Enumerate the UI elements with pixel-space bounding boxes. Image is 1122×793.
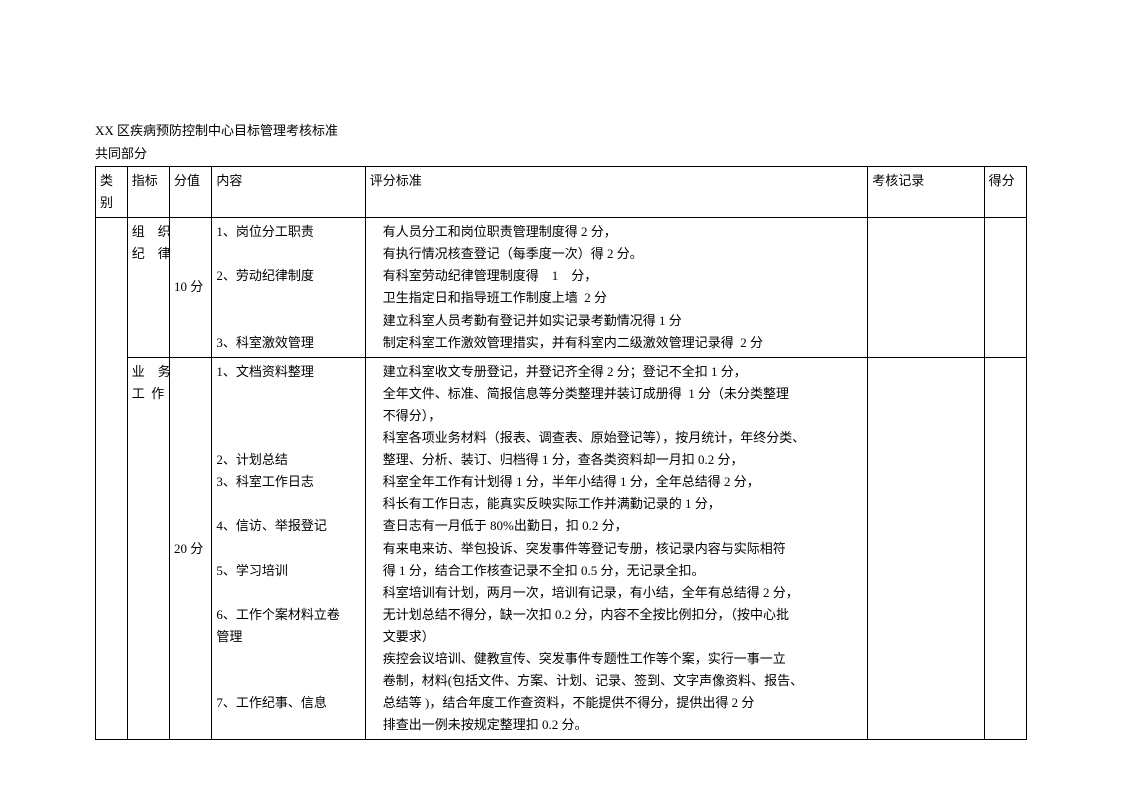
cell-points: [984, 218, 1026, 358]
header-category: 类别: [96, 167, 128, 218]
header-criteria: 评分标准: [365, 167, 868, 218]
cell-score: 10 分: [170, 218, 212, 358]
table-row: 组 织 纪 律 10 分 1、岗位分工职责 2、劳动纪律制度 3、科室激效管理 …: [96, 218, 1027, 358]
assessment-table: 类别 指标 分值 内容 评分标准 考核记录 得分 组 织 纪 律 10 分 1、…: [95, 166, 1027, 740]
cell-category: [96, 218, 128, 740]
header-indicator: 指标: [127, 167, 169, 218]
header-score: 分值: [170, 167, 212, 218]
cell-points: [984, 357, 1026, 740]
cell-score: 20 分: [170, 357, 212, 740]
header-content: 内容: [212, 167, 365, 218]
cell-indicator: 组 织 纪 律: [127, 218, 169, 358]
cell-content: 1、岗位分工职责 2、劳动纪律制度 3、科室激效管理: [212, 218, 365, 358]
header-record: 考核记录: [868, 167, 984, 218]
cell-content: 1、文档资料整理 2、计划总结 3、科室工作日志 4、信访、举报登记 5、学习培…: [212, 357, 365, 740]
cell-record: [868, 218, 984, 358]
table-row: 业 务 工 作 20 分 1、文档资料整理 2、计划总结 3、科室工作日志 4、…: [96, 357, 1027, 740]
doc-title: XX 区疾病预防控制中心目标管理考核标准: [95, 120, 1027, 139]
header-points: 得分: [984, 167, 1026, 218]
cell-indicator: 业 务 工 作: [127, 357, 169, 740]
cell-record: [868, 357, 984, 740]
cell-criteria: 有人员分工和岗位职责管理制度得 2 分， 有执行情况核查登记（每季度一次）得 2…: [365, 218, 868, 358]
cell-criteria: 建立科室收文专册登记，并登记齐全得 2 分；登记不全扣 1 分， 全年文件、标准…: [365, 357, 868, 740]
doc-subtitle: 共同部分: [95, 143, 1027, 162]
table-header-row: 类别 指标 分值 内容 评分标准 考核记录 得分: [96, 167, 1027, 218]
